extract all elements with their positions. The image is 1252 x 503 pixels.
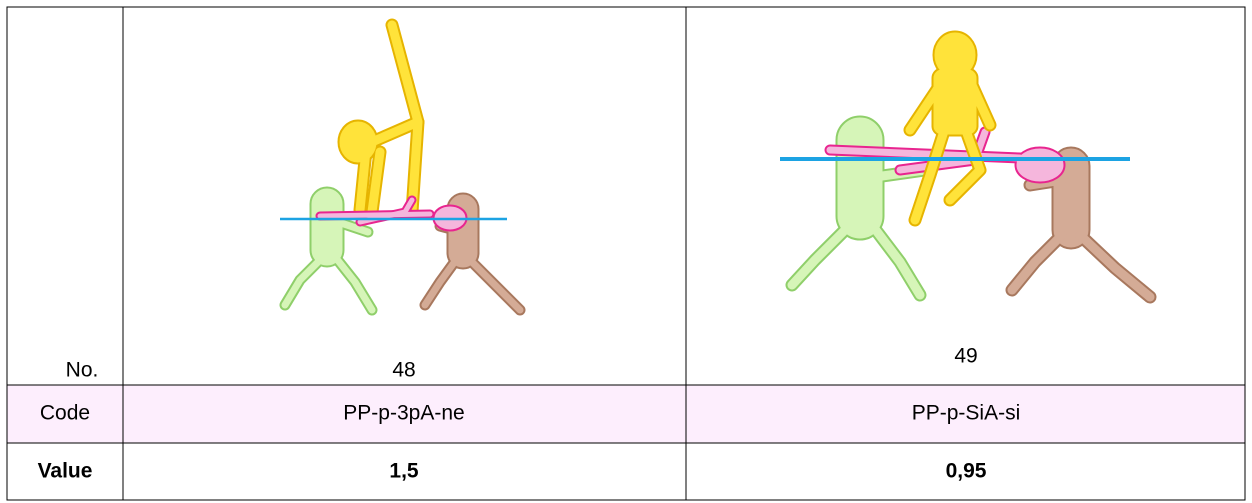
code: PP-p-SiA-si: [912, 402, 1021, 425]
code-row-bg: [7, 385, 1245, 443]
row-label: Code: [40, 402, 90, 425]
code: PP-p-3pA-ne: [343, 402, 464, 425]
table-grid: [6, 6, 1246, 501]
value: 0,95: [946, 460, 987, 483]
row-label: Value: [38, 460, 93, 483]
number: 49: [954, 345, 977, 368]
number: 48: [392, 359, 415, 382]
illustration-49: [780, 37, 1150, 297]
row-label: No.: [66, 359, 99, 382]
value: 1,5: [389, 460, 419, 483]
illustration-48: [280, 25, 520, 310]
